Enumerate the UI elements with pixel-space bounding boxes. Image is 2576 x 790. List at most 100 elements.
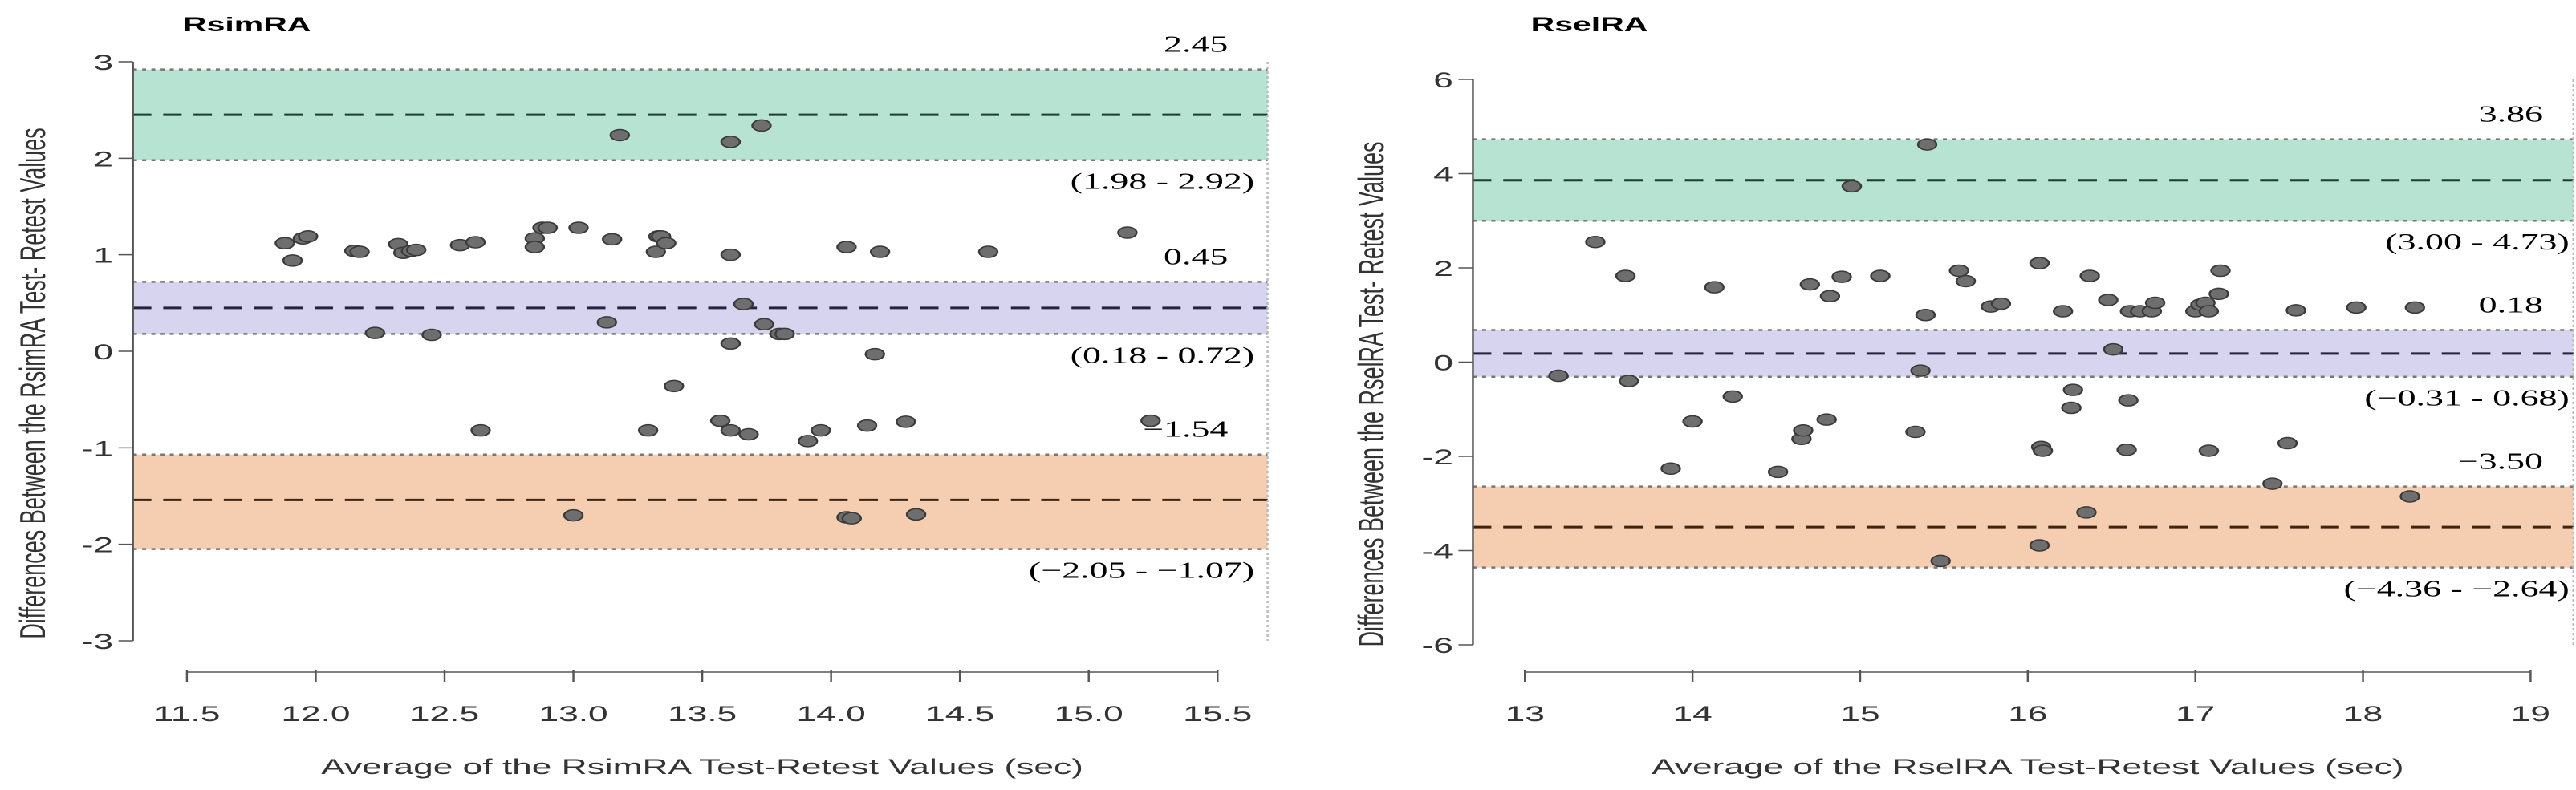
data-point [2118,394,2139,407]
data-point [1660,462,1681,476]
data-point [1910,364,1931,377]
data-point [609,128,631,142]
data-point [537,221,559,234]
data-point [465,236,486,249]
data-point [364,326,386,339]
data-point [274,237,295,249]
y-tick-label: 0 [1433,350,1453,375]
data-point [298,230,319,243]
data-point [1799,278,1821,291]
data-point [896,415,916,428]
data-point [2404,301,2426,314]
data-point [1682,415,1703,428]
data-point [563,508,584,522]
x-tick-label: 15 [1840,702,1879,726]
data-point [2208,287,2229,301]
x-tick-label: 16 [2008,702,2047,726]
data-point [282,254,303,267]
band-ci-label: (0.18 - 0.72) [1071,343,1254,368]
data-point [1117,226,1138,239]
y-tick-label: 2 [1433,257,1453,281]
band-mean-label: 3.86 [2479,102,2543,127]
data-point [349,245,370,258]
data-point [1819,290,1841,302]
data-point [2062,383,2083,396]
data-point [2399,490,2420,503]
y-tick-label: -2 [1421,445,1453,469]
data-point [1905,425,1926,439]
data-point [2116,444,2137,456]
data-point [2144,296,2166,310]
data-point [905,508,927,521]
y-axis-label: Differences Between the RselRA Test- Ret… [1351,142,1392,647]
data-point [811,423,831,437]
x-tick-label: 17 [2176,702,2215,726]
data-point [2061,401,2082,415]
band-ci-label: (−2.05 - −1.07) [1029,558,1254,583]
data-point [798,435,819,448]
data-point [836,241,857,253]
data-point [720,248,742,261]
data-point [2198,444,2220,457]
chart-panel-rsimra: 3 2 1 0 -1 -2 -3 11.5 12.0 12.5 13.0 13.5 14.0 14.5 15… [13,14,1269,779]
data-point [2079,269,2100,282]
data-point [2285,304,2306,317]
x-tick-label: 14 [1672,702,1712,726]
data-point [754,318,774,331]
band-lower-loa [132,454,1268,549]
data-point [2076,506,2097,519]
data-point [1767,465,1789,479]
data-point [1619,375,1639,387]
data-point [2098,294,2119,306]
data-point [664,379,685,393]
band-upper-loa [132,69,1268,160]
y-tick-label: 1 [93,243,113,267]
x-tick-label: 14.0 [797,702,866,726]
data-point [869,245,891,258]
data-point [1930,554,1951,568]
data-point [1955,274,1977,288]
chart-panel-rselra: 6 4 2 0 -2 -4 -6 13 14 15 16 17 18 19 Average of the R… [1351,14,2574,779]
data-point [2052,305,2074,318]
data-point [1990,297,2012,310]
y-tick-label: -3 [82,630,113,654]
y-tick-label: 0 [93,340,113,364]
data-point [656,237,677,249]
data-point [601,233,623,246]
data-point [2103,342,2124,356]
x-tick-label: 13 [1505,702,1545,726]
data-point [1140,414,1161,427]
band-bias [132,282,1268,334]
x-tick-label: 13.0 [538,702,607,726]
data-point [1816,413,1837,426]
data-point [421,328,442,342]
data-point [774,327,795,341]
x-tick-label: 15.0 [1054,702,1123,726]
data-point [1793,423,1814,437]
data-point [1704,281,1725,294]
y-tick-label: -2 [82,533,113,557]
band-ci-label: (−4.36 - −2.64) [2344,577,2570,602]
data-point [568,221,589,234]
data-point [596,316,617,329]
data-point [1615,269,1636,282]
data-point [2029,257,2050,269]
x-tick-label: 12.5 [410,702,479,726]
y-tick-label: -6 [1421,634,1453,658]
data-point [856,419,878,432]
data-point [524,241,546,253]
data-point [720,423,742,437]
data-point [2198,305,2220,318]
y-tick-label: 3 [93,51,113,75]
data-point [841,512,863,525]
chart-title: RselRA [1531,14,1648,36]
band-mean-label: −3.50 [2458,449,2543,474]
data-point [2346,301,2367,314]
data-point [738,427,759,441]
x-tick-label: 13.5 [668,702,737,726]
data-point [977,245,999,258]
y-tick-label: 4 [1433,162,1453,186]
data-point [1915,309,1936,322]
band-ci-label: (−0.31 - 0.68) [2364,386,2569,411]
chart-title: RsimRA [183,14,311,36]
